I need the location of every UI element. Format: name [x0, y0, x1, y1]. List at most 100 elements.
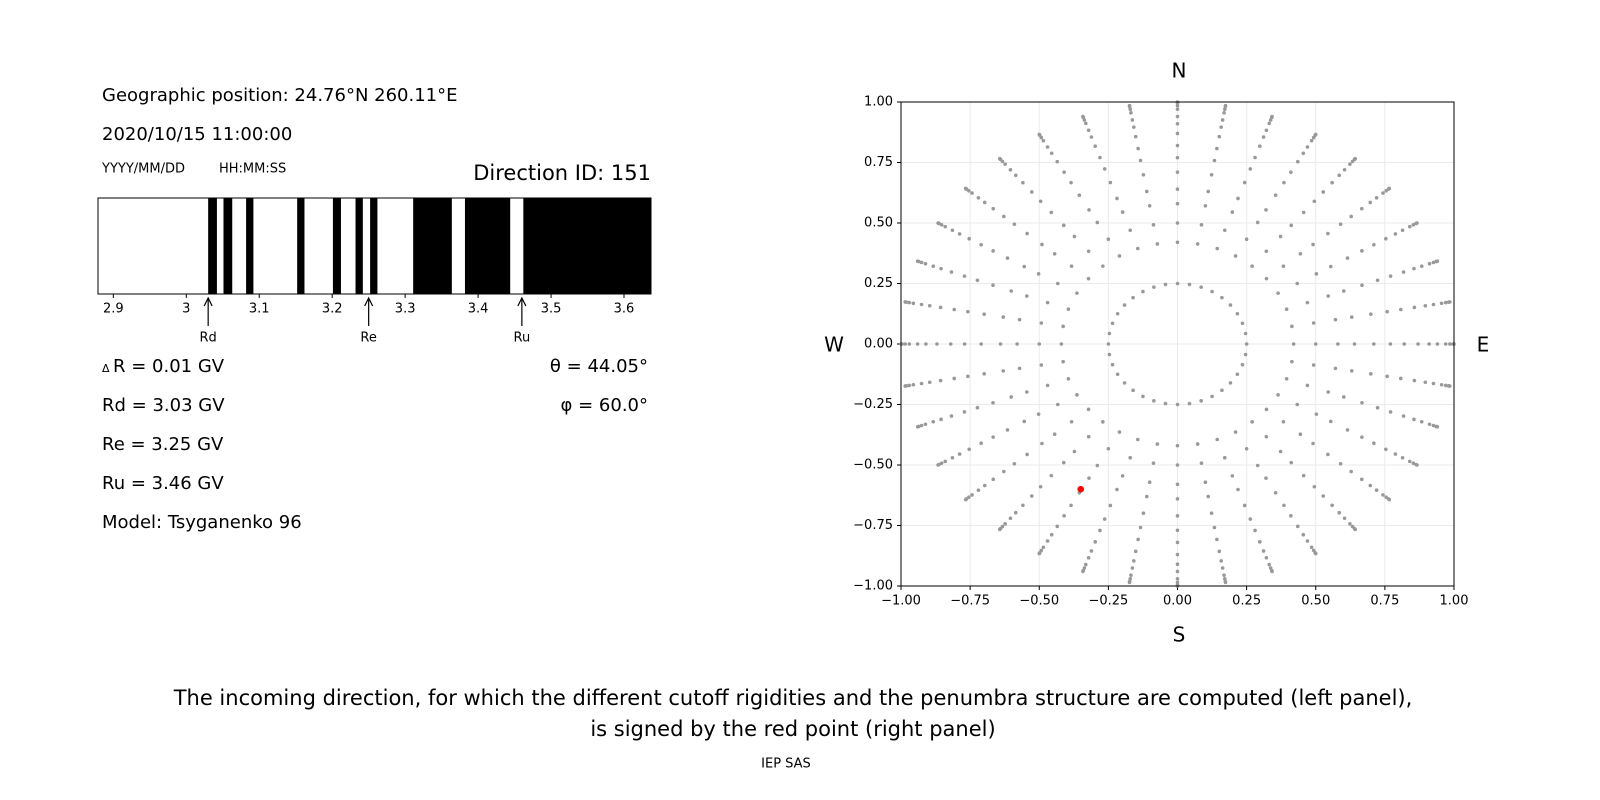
grid-direction [975, 405, 980, 410]
grid-direction [1244, 446, 1249, 451]
grid-direction [1369, 312, 1373, 316]
grid-direction [1228, 303, 1233, 307]
grid-direction [1009, 395, 1014, 399]
y-tick-label: 0.00 [864, 337, 893, 352]
grid-direction [1276, 393, 1280, 397]
grid-direction [1431, 423, 1436, 428]
grid-direction [1264, 434, 1269, 439]
grid-direction [991, 435, 995, 439]
grid-direction [919, 381, 924, 386]
grid-direction [1301, 210, 1306, 215]
grid-direction [1443, 300, 1448, 305]
grid-direction [1264, 476, 1268, 480]
grid-direction [1025, 390, 1029, 394]
x-tick-label: 3.4 [468, 302, 489, 317]
grid-direction [1295, 402, 1300, 407]
grid-direction [1003, 522, 1007, 526]
grid-direction [1066, 376, 1071, 381]
grid-direction [1136, 146, 1140, 151]
grid-direction [1243, 331, 1248, 336]
grid-direction [1301, 473, 1306, 478]
grid-direction [1175, 121, 1180, 126]
grid-direction [1130, 566, 1135, 570]
grid-direction [1175, 497, 1180, 501]
grid-direction [1427, 261, 1432, 266]
grid-direction [939, 266, 943, 271]
grid-direction [1369, 372, 1373, 376]
grid-direction [1041, 545, 1046, 550]
grid-direction [1131, 388, 1135, 393]
delta-r: R = 0.01 GV [113, 356, 225, 377]
grid-direction [957, 452, 962, 456]
grid-direction [1326, 452, 1330, 457]
compass-e: E [1477, 333, 1490, 357]
grid-direction [1291, 342, 1296, 346]
grid-direction [1372, 242, 1376, 247]
grid-direction [1305, 300, 1310, 305]
grid-direction [1212, 525, 1217, 530]
grid-direction [1141, 172, 1146, 177]
grid-direction [943, 459, 948, 464]
cutoff-name: Re [360, 331, 376, 346]
grid-direction [1029, 190, 1034, 194]
grid-direction [979, 441, 983, 446]
grid-direction [1345, 256, 1350, 260]
grid-direction [1061, 324, 1065, 329]
grid-direction [949, 270, 954, 274]
grid-direction [927, 303, 932, 308]
grid-direction [1021, 503, 1025, 508]
grid-direction [1210, 394, 1214, 399]
grid-direction [936, 221, 940, 225]
grid-direction [1199, 461, 1204, 465]
grid-direction [1087, 208, 1091, 212]
x-tick-label: 3.1 [249, 302, 270, 317]
grid-direction [1187, 282, 1192, 287]
grid-direction [1075, 393, 1079, 397]
grid-direction [1017, 366, 1022, 371]
grid-direction [1175, 562, 1180, 567]
grid-direction [1270, 114, 1274, 119]
grid-direction [1326, 390, 1330, 394]
grid-direction [1267, 562, 1272, 567]
x-tick-label: −0.25 [1088, 594, 1128, 609]
grid-direction [915, 424, 920, 429]
grid-direction [1290, 324, 1294, 329]
grid-direction [1039, 321, 1044, 325]
grid-direction [1081, 114, 1085, 119]
grid-direction [919, 260, 924, 265]
grid-direction [1264, 555, 1269, 560]
grid-direction [943, 224, 948, 229]
grid-direction [1337, 173, 1342, 178]
grid-direction [1282, 180, 1286, 185]
grid-direction [1037, 551, 1042, 556]
x-tick-label: 2.9 [103, 302, 124, 317]
grid-direction [1298, 432, 1303, 437]
grid-direction [1387, 186, 1392, 191]
grid-direction [1312, 199, 1317, 204]
grid-direction [1102, 517, 1107, 521]
grid-direction [1447, 300, 1452, 304]
grid-direction [1219, 125, 1223, 129]
cutoff-arrow-head [364, 296, 374, 307]
grid-direction [1342, 167, 1347, 172]
grid-direction [1210, 289, 1214, 294]
grid-direction [1045, 383, 1050, 388]
grid-direction [1311, 242, 1315, 247]
grid-direction [1045, 145, 1050, 149]
grid-direction [1352, 342, 1357, 346]
grid-direction [1220, 566, 1225, 570]
grid-direction [1093, 540, 1098, 544]
grid-direction [1330, 503, 1334, 508]
grid-direction [1203, 203, 1208, 208]
grid-direction [1359, 477, 1364, 482]
grid-direction [931, 264, 936, 268]
grid-direction [1163, 282, 1168, 287]
grid-direction [1415, 221, 1419, 225]
grid-direction [1330, 180, 1334, 185]
grid-direction [1415, 463, 1419, 467]
grid-direction [1248, 517, 1253, 521]
grid-direction [1338, 461, 1343, 466]
grid-direction [1374, 195, 1379, 200]
grid-direction [948, 342, 953, 346]
grid-direction [1314, 272, 1319, 276]
